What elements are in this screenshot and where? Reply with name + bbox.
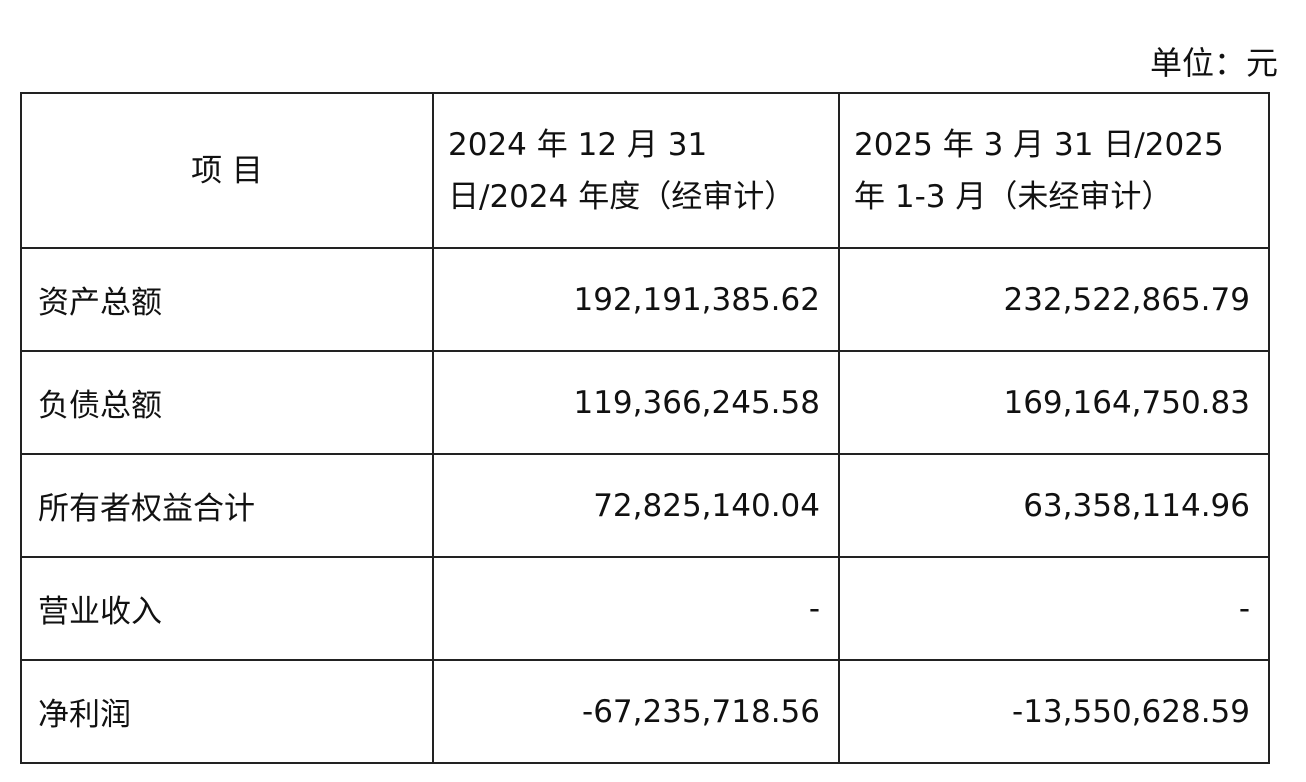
row-label: 净利润 bbox=[20, 659, 434, 764]
unit-label: 单位：元 bbox=[1149, 44, 1278, 82]
value-cell: 232,522,865.79 bbox=[838, 247, 1270, 352]
header-cell: 2025 年 3 月 31 日/2025 年 1-3 月（未经审计） bbox=[838, 92, 1270, 249]
value-cell: - bbox=[838, 556, 1270, 661]
value-cell: 119,366,245.58 bbox=[432, 350, 840, 455]
value-cell: 63,358,114.96 bbox=[838, 453, 1270, 558]
data-row: 所有者权益合计 72,825,140.04 63,358,114.96 bbox=[20, 453, 1270, 558]
row-label: 营业收入 bbox=[20, 556, 434, 661]
row-label: 负债总额 bbox=[20, 350, 434, 455]
value-cell: -13,550,628.59 bbox=[838, 659, 1270, 764]
data-row: 营业收入 - - bbox=[20, 556, 1270, 661]
header-cell: 2024 年 12 月 31 日/2024 年度（经审计） bbox=[432, 92, 840, 249]
data-row: 负债总额 119,366,245.58 169,164,750.83 bbox=[20, 350, 1270, 455]
value-cell: 169,164,750.83 bbox=[838, 350, 1270, 455]
value-cell: -67,235,718.56 bbox=[432, 659, 840, 764]
header-row: 项 目 2024 年 12 月 31 日/2024 年度（经审计） 2025 年 3… bbox=[20, 92, 1270, 249]
value-cell: 72,825,140.04 bbox=[432, 453, 840, 558]
data-row: 净利润 -67,235,718.56 -13,550,628.59 bbox=[20, 659, 1270, 764]
value-cell: - bbox=[432, 556, 840, 661]
table-body: 项 目 2024 年 12 月 31 日/2024 年度（经审计） 2025 年 3… bbox=[20, 92, 1270, 764]
financial-table: 项 目 2024 年 12 月 31 日/2024 年度（经审计） 2025 年 3… bbox=[20, 92, 1270, 764]
header-cell: 项 目 bbox=[20, 92, 434, 249]
value-cell: 192,191,385.62 bbox=[432, 247, 840, 352]
data-row: 资产总额 192,191,385.62 232,522,865.79 bbox=[20, 247, 1270, 352]
row-label: 所有者权益合计 bbox=[20, 453, 434, 558]
row-label: 资产总额 bbox=[20, 247, 434, 352]
